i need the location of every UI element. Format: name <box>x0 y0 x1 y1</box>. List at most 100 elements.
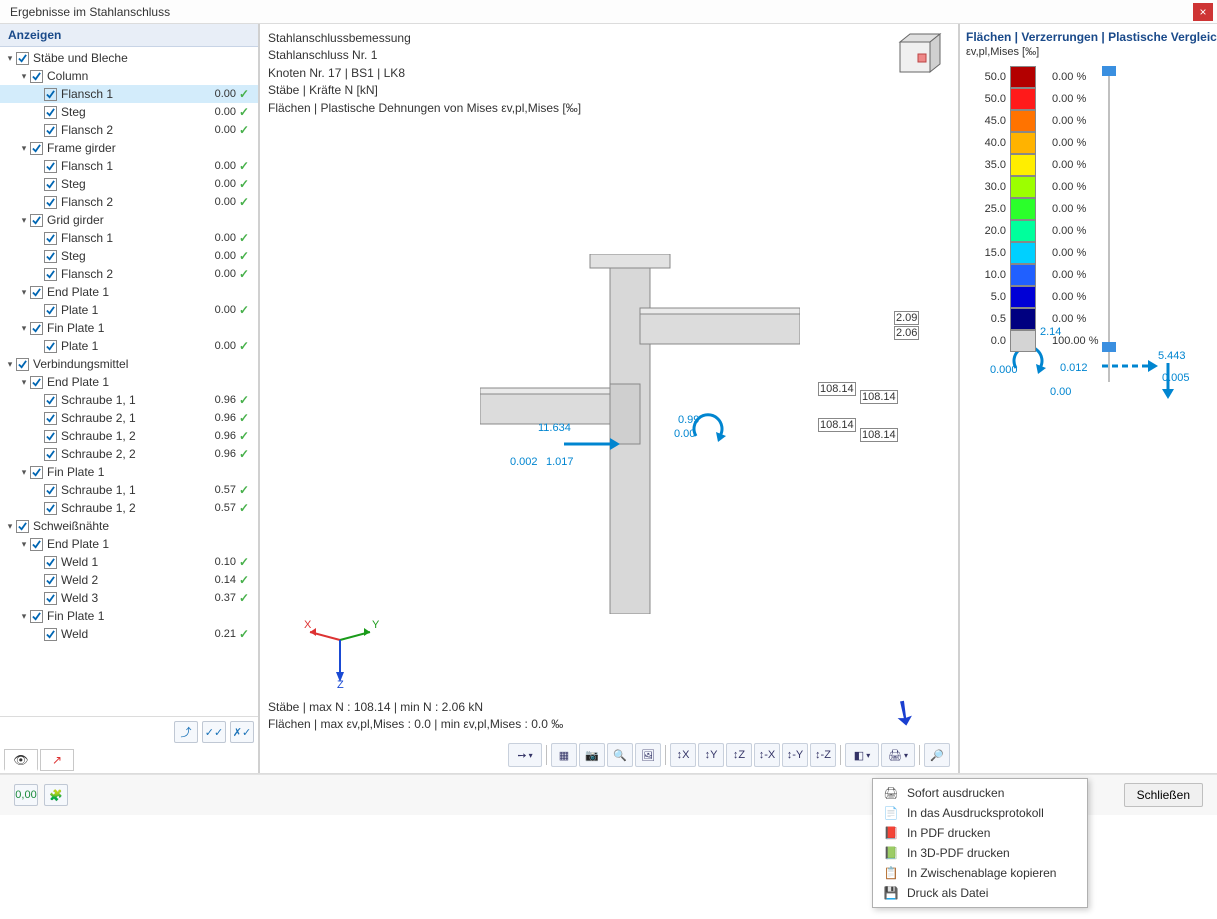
viewport-tool-3[interactable]: 🔍 <box>607 743 633 767</box>
tree-caret-icon[interactable]: ▾ <box>18 215 30 226</box>
tree-checkbox[interactable] <box>44 196 57 209</box>
tree-row[interactable]: ▾Column <box>0 67 258 85</box>
tree-row[interactable]: ▾Grid girder <box>0 211 258 229</box>
tree-caret-icon[interactable]: ▾ <box>18 287 30 298</box>
tree-checkbox[interactable] <box>44 484 57 497</box>
footer-tool-2[interactable]: 🧩 <box>44 784 68 806</box>
menu-item[interactable]: 📗In 3D-PDF drucken <box>873 843 1087 863</box>
tree-row[interactable]: Schraube 1, 20.96✓ <box>0 427 258 445</box>
tree-caret-icon[interactable]: ▾ <box>18 539 30 550</box>
tree-caret-icon[interactable]: ▾ <box>18 143 30 154</box>
menu-item[interactable]: 📄In das Ausdrucksprotokoll <box>873 803 1087 823</box>
tree-caret-icon[interactable]: ▾ <box>4 521 16 532</box>
tree-caret-icon[interactable]: ▾ <box>18 467 30 478</box>
menu-item[interactable]: 💾Druck als Datei <box>873 883 1087 903</box>
tree-row[interactable]: Flansch 10.00✓ <box>0 85 258 103</box>
menu-item[interactable]: 🖨Sofort ausdrucken <box>873 783 1087 803</box>
menu-item[interactable]: 📋In Zwischenablage kopieren <box>873 863 1087 883</box>
close-button[interactable]: × <box>1193 3 1213 21</box>
tree-checkbox[interactable] <box>30 322 43 335</box>
tree-checkbox[interactable] <box>30 70 43 83</box>
tree-caret-icon[interactable]: ▾ <box>4 359 16 370</box>
tree-row[interactable]: Steg0.00✓ <box>0 175 258 193</box>
viewport-tool-10[interactable]: ↕-Z <box>810 743 836 767</box>
viewport-tool-4[interactable]: 🖼 <box>635 743 661 767</box>
tree-row[interactable]: Weld 30.37✓ <box>0 589 258 607</box>
tree-checkbox[interactable] <box>30 466 43 479</box>
tree-checkbox[interactable] <box>30 214 43 227</box>
tree-caret-icon[interactable]: ▾ <box>18 611 30 622</box>
tree-row[interactable]: Schraube 1, 20.57✓ <box>0 499 258 517</box>
tree-checkbox[interactable] <box>44 502 57 515</box>
tree-tab-eye[interactable]: 👁 <box>4 749 38 771</box>
tree-checkbox[interactable] <box>30 610 43 623</box>
tree-checkbox[interactable] <box>44 556 57 569</box>
tree-row[interactable]: ▾Schweißnähte <box>0 517 258 535</box>
viewport[interactable]: StahlanschlussbemessungStahlanschluss Nr… <box>260 24 960 773</box>
viewport-tool-12[interactable]: 🖨 <box>881 743 915 767</box>
tree-checkbox[interactable] <box>44 106 57 119</box>
tree-row[interactable]: Steg0.00✓ <box>0 103 258 121</box>
orientation-cube[interactable] <box>888 30 948 80</box>
tree-row[interactable]: Weld 10.10✓ <box>0 553 258 571</box>
viewport-tool-13[interactable]: 🔎 <box>924 743 950 767</box>
tree-checkbox[interactable] <box>44 430 57 443</box>
tree-caret-icon[interactable]: ▾ <box>18 323 30 334</box>
tree-checkbox[interactable] <box>44 592 57 605</box>
tree-checkbox[interactable] <box>30 142 43 155</box>
viewport-tool-7[interactable]: ↕Z <box>726 743 752 767</box>
viewport-tool-6[interactable]: ↕Y <box>698 743 724 767</box>
tree-checkbox[interactable] <box>44 178 57 191</box>
viewport-tool-11[interactable]: ◧ <box>845 743 879 767</box>
tree-checkbox[interactable] <box>44 628 57 641</box>
tree-tool-uncheck-all[interactable]: ✗✓ <box>230 721 254 743</box>
tree-tab-arrow[interactable]: ↗ <box>40 749 74 771</box>
tree-checkbox[interactable] <box>44 448 57 461</box>
tree-row[interactable]: Flansch 20.00✓ <box>0 193 258 211</box>
tree-checkbox[interactable] <box>44 232 57 245</box>
tree-checkbox[interactable] <box>30 286 43 299</box>
tree-checkbox[interactable] <box>44 124 57 137</box>
tree-row[interactable]: Schraube 2, 10.96✓ <box>0 409 258 427</box>
tree-body[interactable]: ▾Stäbe und Bleche▾ColumnFlansch 10.00✓St… <box>0 47 258 716</box>
menu-item[interactable]: 📕In PDF drucken <box>873 823 1087 843</box>
tree-checkbox[interactable] <box>30 538 43 551</box>
tree-row[interactable]: ▾Fin Plate 1 <box>0 607 258 625</box>
tree-checkbox[interactable] <box>44 268 57 281</box>
tree-checkbox[interactable] <box>44 250 57 263</box>
viewport-tool-5[interactable]: ↕X <box>670 743 696 767</box>
tree-checkbox[interactable] <box>44 88 57 101</box>
close-dialog-button[interactable]: Schließen <box>1124 783 1203 807</box>
tree-tool-check-all[interactable]: ✓✓ <box>202 721 226 743</box>
viewport-tool-0[interactable]: ➙ <box>508 743 542 767</box>
tree-row[interactable]: Weld0.21✓ <box>0 625 258 643</box>
viewport-tool-9[interactable]: ↕-Y <box>782 743 808 767</box>
tree-tool-1[interactable]: ⤴ <box>174 721 198 743</box>
tree-checkbox[interactable] <box>30 376 43 389</box>
tree-checkbox[interactable] <box>44 304 57 317</box>
footer-tool-1[interactable]: 0,00 <box>14 784 38 806</box>
tree-checkbox[interactable] <box>16 520 29 533</box>
tree-row[interactable]: Schraube 1, 10.57✓ <box>0 481 258 499</box>
tree-row[interactable]: Plate 10.00✓ <box>0 337 258 355</box>
tree-caret-icon[interactable]: ▾ <box>18 71 30 82</box>
tree-row[interactable]: ▾Stäbe und Bleche <box>0 49 258 67</box>
tree-row[interactable]: Flansch 20.00✓ <box>0 265 258 283</box>
tree-caret-icon[interactable]: ▾ <box>18 377 30 388</box>
tree-checkbox[interactable] <box>16 52 29 65</box>
tree-checkbox[interactable] <box>44 394 57 407</box>
tree-row[interactable]: Flansch 20.00✓ <box>0 121 258 139</box>
tree-checkbox[interactable] <box>16 358 29 371</box>
tree-row[interactable]: ▾End Plate 1 <box>0 283 258 301</box>
tree-checkbox[interactable] <box>44 574 57 587</box>
viewport-tool-8[interactable]: ↕-X <box>754 743 780 767</box>
tree-caret-icon[interactable]: ▾ <box>4 53 16 64</box>
tree-checkbox[interactable] <box>44 340 57 353</box>
tree-row[interactable]: Plate 10.00✓ <box>0 301 258 319</box>
tree-row[interactable]: ▾End Plate 1 <box>0 373 258 391</box>
tree-row[interactable]: Flansch 10.00✓ <box>0 157 258 175</box>
tree-row[interactable]: Schraube 2, 20.96✓ <box>0 445 258 463</box>
tree-row[interactable]: ▾Verbindungsmittel <box>0 355 258 373</box>
tree-row[interactable]: ▾End Plate 1 <box>0 535 258 553</box>
tree-row[interactable]: Flansch 10.00✓ <box>0 229 258 247</box>
